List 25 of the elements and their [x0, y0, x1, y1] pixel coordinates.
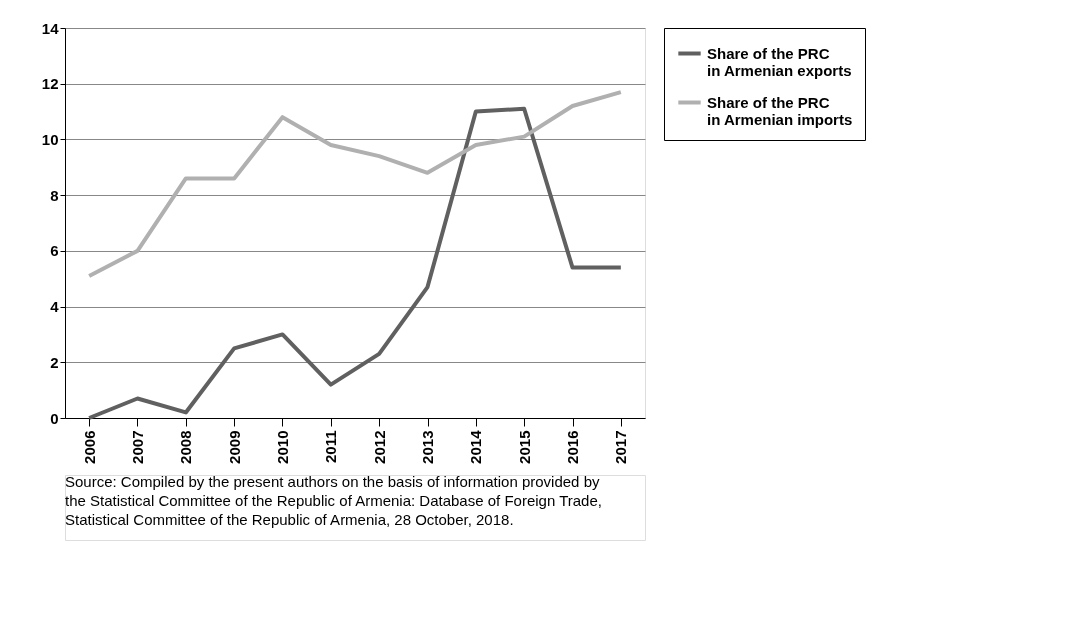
- y-tick-label: 8: [50, 186, 59, 204]
- x-tick-label: 2012: [370, 430, 388, 464]
- x-tick-label: 2015: [515, 430, 533, 464]
- x-tick-label: 2006: [80, 430, 98, 464]
- y-tick-label: 2: [50, 353, 59, 371]
- y-tick-label: 10: [41, 130, 59, 148]
- legend-label: Share of the PRC in Armenian exports: [707, 44, 852, 79]
- source-note: Source: Compiled by the present authors on the basis of information provided by the Statistical Committee of the Republic of Armenia: Database of Foreign Trade, Statistical Committee of the Republic of Armenia, 28 October, 2018.: [65, 473, 602, 528]
- y-tick-label: 0: [50, 409, 59, 427]
- x-tick-label: 2017: [612, 430, 630, 464]
- x-tick-label: 2009: [225, 430, 243, 464]
- y-tick-label: 14: [41, 19, 60, 37]
- y-tick-label: 6: [50, 242, 59, 260]
- x-tick-label: 2016: [564, 430, 581, 464]
- x-tick-label: 2010: [274, 430, 291, 464]
- x-tick-label: 2014: [467, 429, 485, 464]
- x-tick-label: 2013: [419, 430, 436, 464]
- line-series: [87, 90, 623, 278]
- y-tick-label: 12: [41, 75, 59, 93]
- x-tick-label: 2011: [322, 430, 340, 464]
- x-tick-label: 2007: [129, 430, 146, 464]
- legend-label: Share of the PRC in Armenian imports: [707, 93, 853, 128]
- x-tick-label: 2008: [177, 430, 195, 464]
- y-tick-label: 4: [50, 298, 60, 316]
- line-series: [87, 106, 623, 420]
